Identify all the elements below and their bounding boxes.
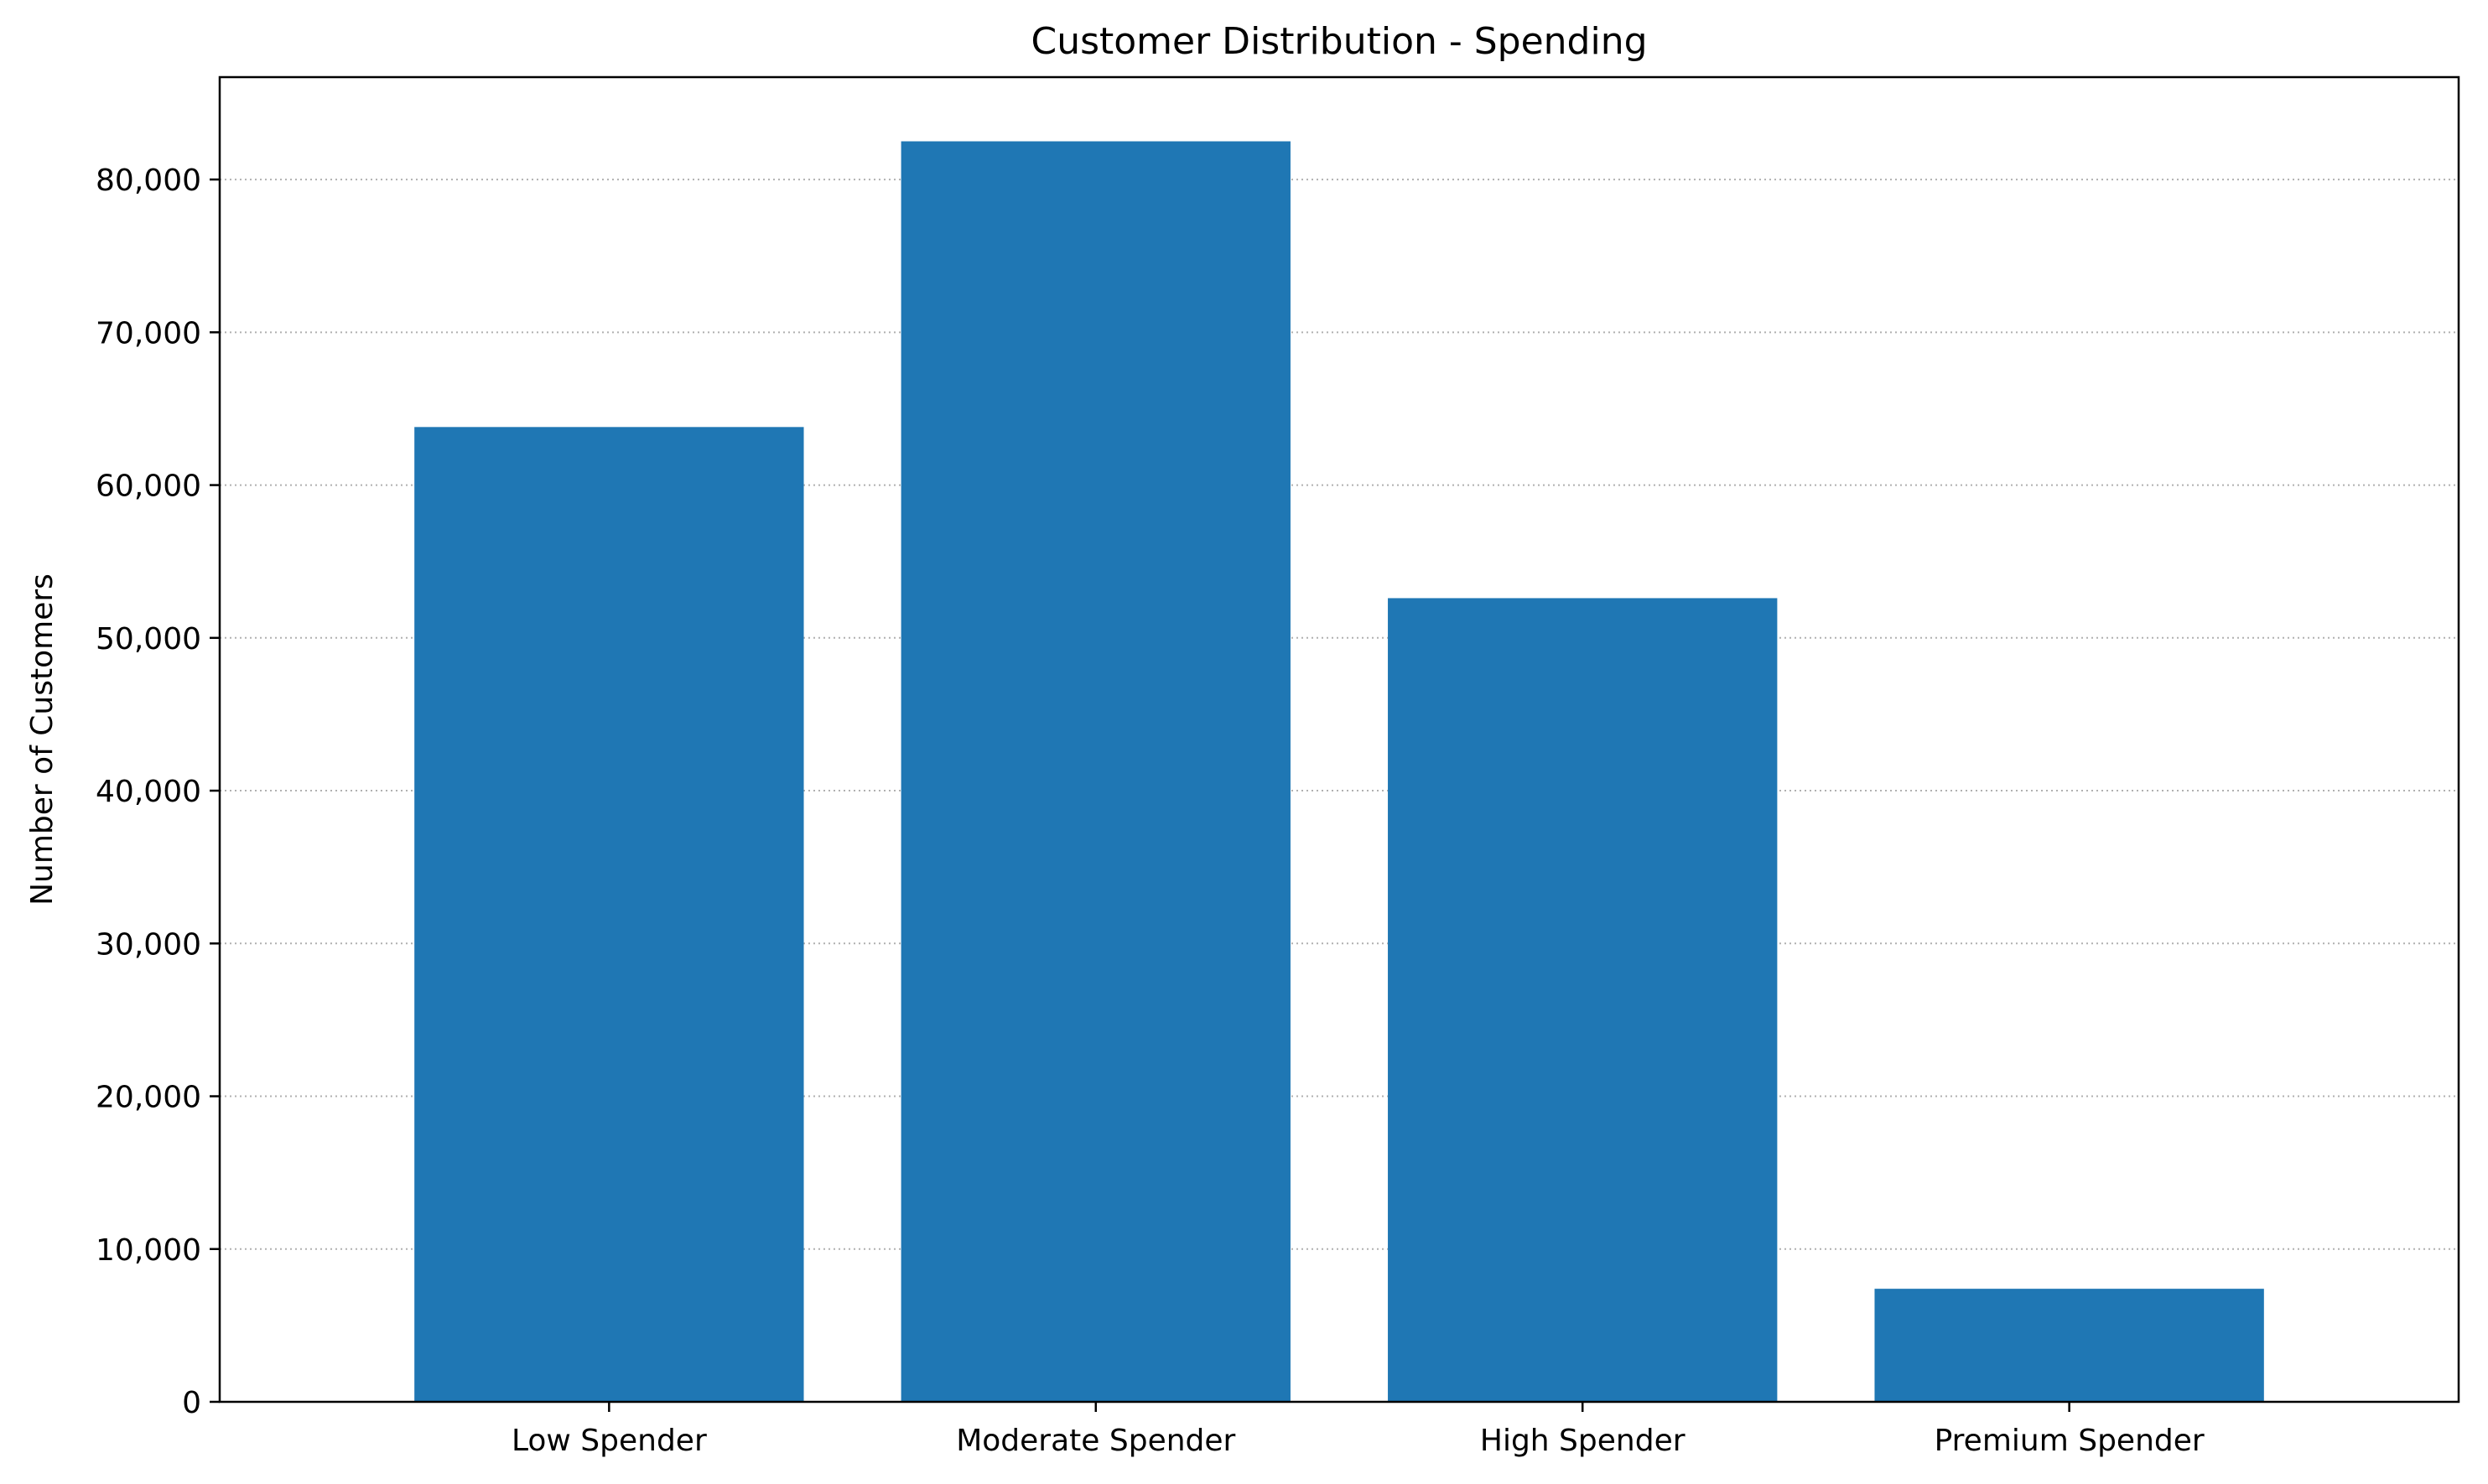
y-tick-label: 60,000 (96, 470, 201, 504)
y-tick-label: 50,000 (96, 622, 201, 656)
x-tick-label: Low Spender (512, 1424, 707, 1458)
y-axis-ticks: 0 10,000 20,000 30,000 40,000 50,000 60,000 70,… (96, 163, 220, 1420)
plot-frame (218, 75, 2460, 1404)
bar-moderate-spender (901, 141, 1291, 1402)
x-tick-label: Premium Spender (1935, 1424, 2205, 1458)
x-tick-label: Moderate Spender (956, 1424, 1235, 1458)
y-tick-label: 70,000 (96, 316, 201, 350)
y-tick-label: 30,000 (96, 927, 201, 962)
y-axis-label: Number of Customers (25, 573, 60, 905)
bar-premium-spender (1874, 1289, 2264, 1402)
chart-title: Customer Distribution - Spending (1031, 20, 1647, 63)
x-axis-ticks: Low Spender Moderate Spender High Spender P… (512, 1402, 2205, 1458)
x-tick-label: High Spender (1480, 1424, 1686, 1458)
y-tick-label: 10,000 (96, 1233, 201, 1268)
y-tick-label: 80,000 (96, 163, 201, 198)
bar-high-spender (1388, 598, 1778, 1402)
bar-low-spender (414, 427, 804, 1402)
y-tick-label: 0 (182, 1386, 201, 1420)
y-tick-label: 40,000 (96, 775, 201, 809)
y-tick-label: 20,000 (96, 1081, 201, 1115)
bars (414, 141, 2264, 1402)
